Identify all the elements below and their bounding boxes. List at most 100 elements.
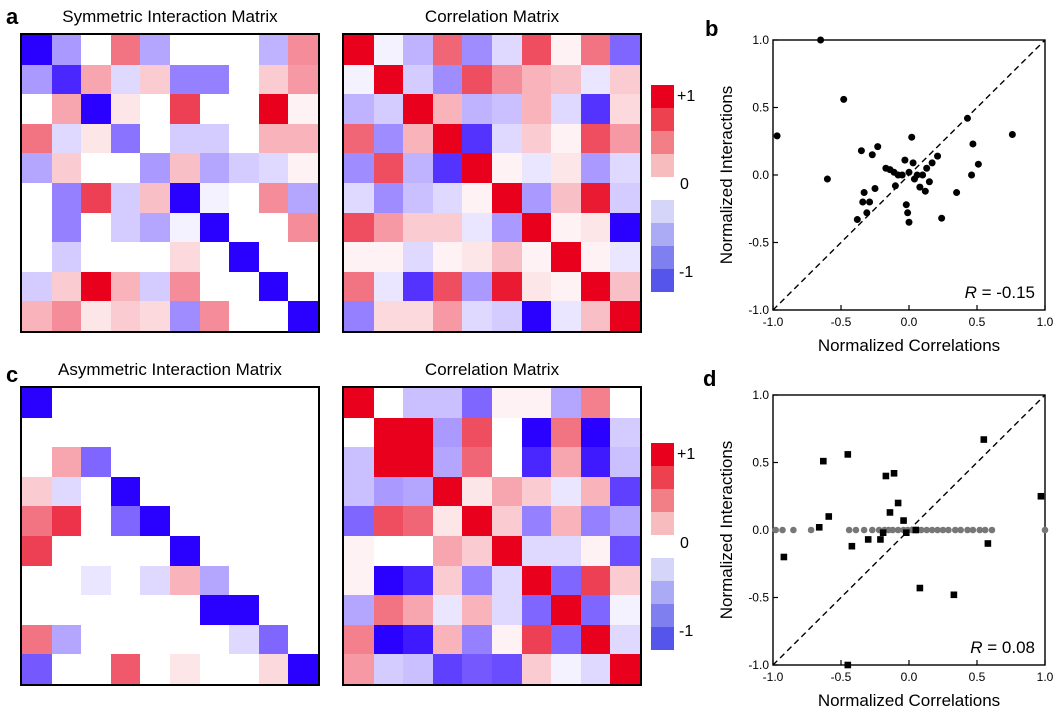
heatmap-cell [258,595,289,625]
heatmap-cell [199,595,230,625]
heatmap-cell [229,35,259,65]
heatmap-cell [580,506,611,536]
heatmap-cell [432,447,463,477]
heatmap-cell [81,506,111,536]
scatter-point-zero [1041,526,1049,534]
heatmap-cell [373,506,404,536]
scatter-point-zero [772,526,780,534]
heatmap-cell [288,536,318,566]
heatmap-cell [81,654,111,684]
heatmap-cell [462,35,492,65]
heatmap-cell [403,417,433,448]
heatmap-cell [462,536,492,566]
heatmap-cell [110,595,141,625]
heatmap-cell [521,94,552,124]
heatmap-cell [580,388,611,418]
scatter-point-square [877,536,884,543]
heatmap-cell [229,565,259,596]
heatmap-cell [492,301,522,331]
heatmap-cell [199,447,230,477]
heatmap-cell [51,64,82,95]
heatmap-cell [403,624,433,655]
heatmap-cell [432,123,463,154]
heatmap-cell [110,35,141,65]
heatmap-cell [170,35,200,65]
heatmap-cell [344,183,374,213]
heatmap-cell [51,271,82,302]
scatter-point-square [844,661,852,669]
heatmap-cell [344,624,374,655]
heatmap-cell [229,447,259,477]
heatmap-cell [110,271,141,302]
heatmap-cell [51,506,82,536]
heatmap-cell [492,271,522,302]
colorbar-swatch [651,489,674,512]
x-tick-label: 1.0 [1037,315,1054,329]
scatter-point [923,164,931,172]
x-tick-label: -1.0 [763,315,784,329]
scatter-point-square [912,526,920,534]
heatmap-cell [110,536,141,566]
heatmap-cell [521,565,552,596]
scatter-point-square [882,472,890,480]
heatmap-cell [81,536,111,566]
heatmap-cell [170,447,200,477]
heatmap-cell [551,64,581,95]
heatmap-cell [492,183,522,213]
heatmap-cell [51,536,82,566]
scatter-point [909,159,917,167]
heatmap-cell [344,447,374,477]
correlation-annotation: R = 0.08 [970,638,1035,657]
heatmap-cell [51,388,82,418]
heatmap-cell [140,654,170,684]
heatmap-cell [140,476,170,507]
scatter-point [963,114,971,122]
heatmap-cell [521,123,552,154]
heatmap-cell [521,153,552,183]
heatmap-cell [140,271,170,302]
heatmap-title-a2: Correlation Matrix [424,7,560,26]
scatter-point-zero [969,526,977,534]
heatmap-cell [110,565,141,596]
scatter-point [863,209,871,217]
heatmap-cell [288,417,318,448]
heatmap-cell [492,242,522,272]
heatmap-cell [403,271,433,302]
heatmap-cell [462,301,492,331]
heatmap-cell [258,35,289,65]
heatmap-cell [199,183,230,213]
heatmap-cell [81,183,111,213]
scatter-point [860,189,868,197]
heatmap-cell [580,35,611,65]
colorbar-swatch [651,108,674,131]
x-tick-label: -0.5 [831,315,852,329]
heatmap-cell [344,654,374,684]
heatmap-cell [51,654,82,684]
heatmap-cell [521,654,552,684]
heatmap-cell [373,64,404,95]
heatmap-cell [81,123,111,154]
heatmap-cell [492,565,522,596]
heatmap-cell [432,153,463,183]
heatmap-cell [403,94,433,124]
x-tick-label: 1.0 [1037,670,1054,684]
heatmap-cell [462,447,492,477]
heatmap-cell [551,417,581,448]
heatmap-cell [610,447,640,477]
heatmap-cell [140,536,170,566]
scatter-point [866,198,874,206]
heatmap-cell [258,536,289,566]
y-axis-label: Normalized Interactions [717,441,736,620]
heatmap-cell [551,301,581,331]
heatmap-cell [22,595,52,625]
heatmap-cell [551,212,581,243]
heatmap-cell [51,35,82,65]
heatmap-cell [288,388,318,418]
heatmap-cell [170,212,200,243]
x-axis-label: Normalized Correlations [818,336,1000,355]
heatmap-cell [521,301,552,331]
scatter-point-zero [790,526,797,534]
heatmap-cell [610,506,640,536]
scatter-point-zero [889,526,896,534]
scatter-point-zero [934,526,941,534]
